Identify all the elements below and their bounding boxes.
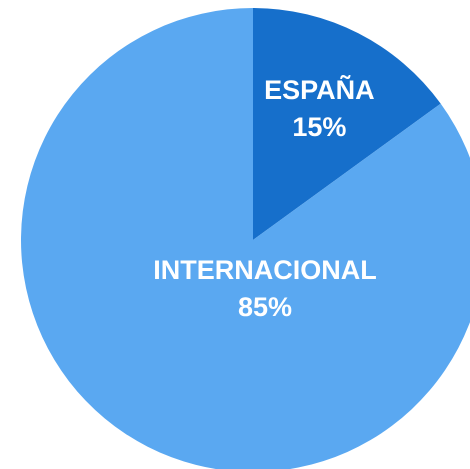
- pie-slice: [253, 8, 441, 240]
- slice-value-label: 15%: [292, 112, 346, 142]
- slice-value-label: 85%: [238, 292, 292, 322]
- pie-slice: [21, 8, 470, 469]
- slice-name: INTERNACIONAL: [153, 255, 377, 285]
- slice-name: ESPAÑA: [264, 74, 375, 105]
